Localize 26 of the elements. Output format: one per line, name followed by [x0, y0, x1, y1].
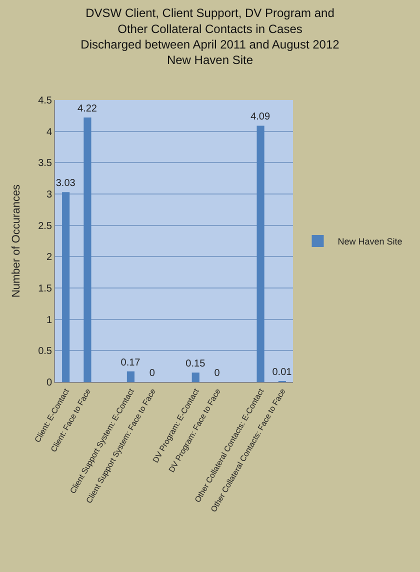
bar: [192, 372, 200, 382]
y-tick-label: 0: [46, 378, 52, 388]
y-tick-label: 3: [46, 190, 52, 200]
chart-title: DVSW Client, Client Support, DV Program and Other Collateral Contacts in Cases Discharged between April 2011 and August 2012 New Haven Site: [80, 6, 340, 67]
data-label: 0.17: [120, 357, 141, 368]
bar: [126, 371, 135, 382]
y-tick-label: 2: [46, 252, 52, 264]
y-tick-label: 2.5: [38, 220, 52, 232]
y-tick-label: 0.5: [38, 346, 52, 358]
bar: [256, 126, 264, 382]
data-label: 0.01: [272, 367, 292, 378]
y-axis-title: Number of Occurances: [10, 184, 23, 298]
bar: [84, 118, 92, 382]
bar: [62, 192, 70, 382]
y-tick-label: 1.5: [38, 284, 52, 294]
y-tick-label: 4: [46, 126, 52, 138]
data-label: 0: [149, 368, 156, 379]
data-label: 0: [214, 368, 220, 379]
data-label: 3.03: [56, 178, 76, 190]
y-tick-label: 4.5: [38, 96, 52, 106]
data-label: 4.09: [250, 112, 270, 123]
legend-label: New Haven Site: [338, 236, 402, 247]
y-tick-label: 3.5: [38, 158, 52, 170]
data-label: 0.15: [186, 358, 206, 370]
y-tick-label: 1: [46, 314, 52, 326]
data-label: 4.22: [78, 104, 98, 115]
